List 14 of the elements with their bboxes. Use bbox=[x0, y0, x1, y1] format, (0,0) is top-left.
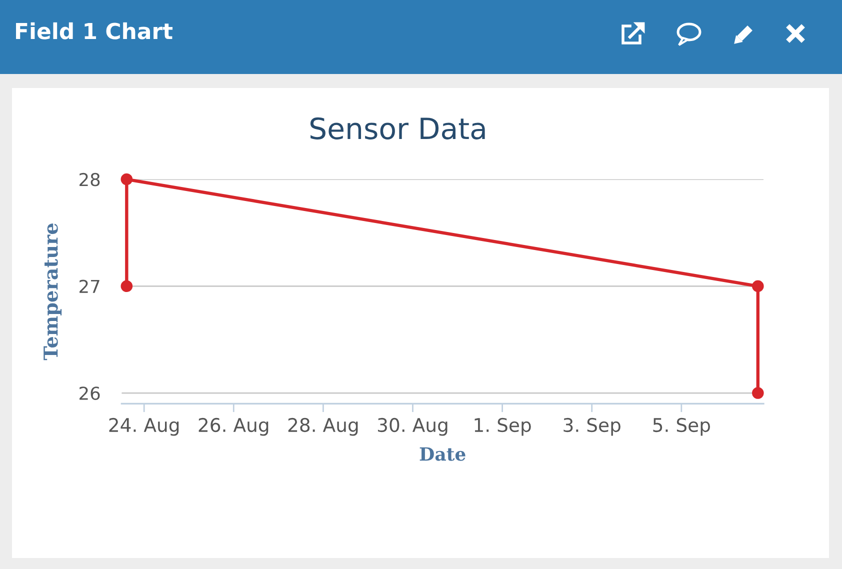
y-tick-label: 26 bbox=[80, 386, 100, 400]
y-tick-label: 28 bbox=[80, 172, 100, 186]
y-tick-label: 27 bbox=[80, 280, 100, 293]
x-tick-label: 26. Aug bbox=[198, 418, 268, 436]
x-tick-label: 30. Aug bbox=[378, 418, 448, 436]
x-tick-label: 3. Sep bbox=[564, 418, 620, 436]
x-tick-label: 5. Sep bbox=[653, 418, 710, 436]
x-axis-title: Date bbox=[420, 447, 466, 461]
y-axis-title: Temperature bbox=[44, 224, 62, 360]
x-tick-label: 24. Aug bbox=[109, 418, 179, 436]
chart-title: Field 1 Chart bbox=[16, 22, 173, 40]
x-tick-label: 1. Sep bbox=[474, 418, 531, 436]
x-tick-label: 28. Aug bbox=[288, 418, 358, 436]
chart-subtitle: Sensor Data bbox=[310, 117, 485, 140]
